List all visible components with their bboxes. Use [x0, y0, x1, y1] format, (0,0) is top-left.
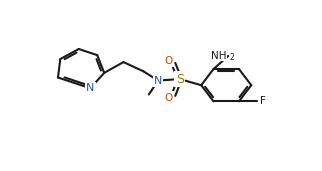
Text: O: O	[165, 93, 173, 103]
Text: N: N	[86, 83, 95, 93]
Text: O: O	[165, 56, 173, 66]
Text: S: S	[176, 73, 184, 86]
Text: NH: NH	[211, 51, 227, 61]
Text: N: N	[154, 76, 162, 86]
Text: 2: 2	[230, 53, 234, 62]
Text: F: F	[260, 96, 266, 106]
